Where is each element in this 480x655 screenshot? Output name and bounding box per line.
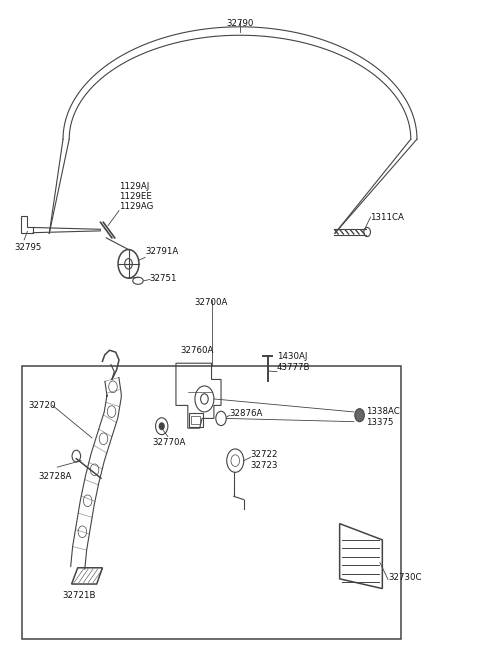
Text: 32730C: 32730C: [388, 573, 421, 582]
Text: 32720: 32720: [29, 401, 56, 410]
Circle shape: [90, 464, 99, 476]
Circle shape: [78, 526, 87, 538]
Circle shape: [108, 381, 117, 393]
Text: 43777B: 43777B: [277, 363, 311, 371]
Circle shape: [108, 406, 116, 417]
Text: 32700A: 32700A: [195, 298, 228, 307]
Text: 32790: 32790: [226, 19, 254, 28]
Text: 32770A: 32770A: [152, 438, 186, 447]
Text: 1338AC: 1338AC: [366, 407, 400, 417]
Circle shape: [99, 433, 108, 445]
Text: 1129AJ: 1129AJ: [119, 182, 149, 191]
Text: 1430AJ: 1430AJ: [277, 352, 307, 362]
Circle shape: [355, 409, 364, 422]
Text: 32722: 32722: [251, 449, 278, 458]
Text: 32723: 32723: [251, 460, 278, 470]
Text: 1129AG: 1129AG: [119, 202, 154, 211]
Circle shape: [159, 423, 164, 430]
Text: 32791A: 32791A: [145, 247, 179, 256]
Text: 32728A: 32728A: [38, 472, 72, 481]
Text: 32751: 32751: [150, 274, 177, 283]
Circle shape: [84, 495, 92, 506]
Bar: [22, 366, 401, 639]
Text: 32760A: 32760A: [180, 346, 214, 355]
Text: 1129EE: 1129EE: [119, 192, 152, 201]
Bar: [191, 416, 200, 424]
Bar: [189, 413, 203, 427]
Text: 32795: 32795: [14, 243, 42, 252]
Text: 1311CA: 1311CA: [371, 213, 404, 221]
Text: 32721B: 32721B: [62, 591, 96, 599]
Text: 32876A: 32876A: [229, 409, 263, 418]
Text: 13375: 13375: [366, 419, 394, 428]
Circle shape: [72, 450, 81, 462]
